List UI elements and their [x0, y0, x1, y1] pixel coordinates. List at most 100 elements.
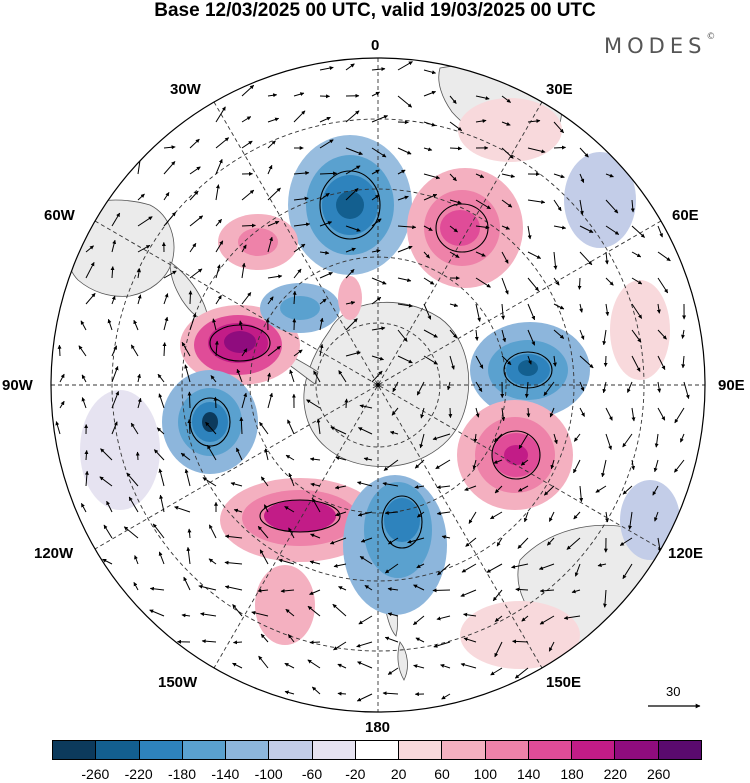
wind-vector — [356, 641, 373, 648]
wind-vector — [202, 477, 217, 487]
wind-vector — [527, 119, 541, 124]
wind-vector — [210, 375, 217, 383]
wind-vector — [446, 381, 451, 391]
wind-vector — [334, 485, 347, 490]
wind-vector — [397, 195, 409, 201]
wind-vector — [258, 655, 269, 669]
wind-vector — [527, 147, 546, 154]
wind-vector — [579, 199, 584, 215]
wind-vector — [371, 91, 380, 97]
wind-vector — [241, 84, 255, 97]
wind-vector — [201, 639, 217, 644]
wind-vector — [163, 161, 176, 175]
wind-vector — [371, 249, 381, 254]
wind-vector — [527, 303, 536, 321]
wind-vector — [85, 261, 95, 279]
wind-vector — [309, 640, 321, 645]
wind-vector — [553, 277, 560, 286]
wind-vector — [80, 320, 87, 331]
colorbar-tick-label: -220 — [124, 766, 153, 782]
wind-vector — [490, 667, 503, 676]
wind-vector — [475, 303, 481, 322]
colorbar-segment — [139, 741, 183, 759]
wind-vector — [468, 511, 477, 524]
wind-vector — [85, 245, 94, 253]
wind-vector — [474, 329, 479, 341]
wind-vector — [371, 67, 386, 72]
wind-vector — [163, 270, 177, 279]
wind-vector — [215, 264, 221, 279]
wind-vector — [267, 187, 281, 201]
wind-vector — [472, 459, 477, 470]
wind-vector — [573, 433, 581, 442]
wind-vector — [319, 317, 324, 331]
wind-vector — [232, 604, 243, 617]
wind-vector — [174, 506, 191, 513]
wind-vector — [335, 456, 347, 461]
wind-vector — [441, 535, 451, 540]
wind-vector — [241, 140, 253, 149]
wind-vector — [571, 589, 581, 594]
wind-vector — [475, 407, 480, 418]
wind-vector — [501, 329, 507, 343]
wind-vector — [319, 66, 334, 71]
wind-vector — [137, 268, 141, 279]
wind-vector — [309, 560, 321, 565]
wind-vector — [215, 240, 224, 253]
colorbar-tick-label: 20 — [390, 766, 407, 782]
wind-vector — [423, 147, 433, 152]
wind-vector — [420, 407, 425, 419]
wind-vector — [656, 303, 661, 314]
wind-vector — [257, 588, 269, 593]
wind-vector — [501, 199, 513, 208]
wind-vector — [449, 251, 460, 259]
wind-vector — [345, 165, 361, 175]
wind-vector — [313, 370, 321, 383]
wind-vector — [338, 370, 347, 383]
wind-vector — [319, 192, 330, 201]
wind-vector — [493, 459, 503, 464]
wind-vector — [416, 381, 425, 396]
wind-vector — [78, 345, 87, 357]
colorbar-segment — [226, 741, 270, 759]
colorbar — [52, 740, 702, 760]
wind-vector — [475, 173, 485, 178]
wind-vector — [619, 537, 633, 546]
wind-vector — [392, 381, 399, 393]
wind-vector — [680, 433, 685, 443]
wind-vector — [494, 641, 503, 658]
wind-vector — [423, 173, 441, 180]
wind-vector — [319, 272, 333, 279]
wind-vector — [111, 239, 117, 253]
wind-vector — [539, 588, 555, 593]
wind-vector — [236, 368, 243, 383]
wind-vector — [460, 662, 477, 669]
wind-vector — [189, 190, 199, 201]
wind-vector — [461, 563, 477, 573]
wind-vector — [264, 448, 269, 461]
wind-vector — [415, 637, 425, 643]
wind-vector — [423, 251, 430, 259]
wind-vector — [345, 268, 355, 279]
lon-label-90e: 90E — [718, 377, 745, 394]
wind-vector — [543, 485, 555, 496]
wind-vector — [449, 173, 457, 182]
wind-vector — [553, 303, 565, 310]
wind-vector — [345, 318, 358, 331]
wind-vector — [423, 90, 436, 97]
wind-vector — [357, 481, 373, 487]
wind-vector — [81, 374, 87, 383]
lon-label-30w: 30W — [170, 81, 201, 98]
wind-vector — [681, 329, 686, 339]
wind-vector — [631, 459, 636, 471]
wind-vector — [397, 169, 406, 175]
wind-vector — [549, 407, 555, 418]
wind-vector — [681, 355, 686, 369]
wind-vector — [149, 586, 165, 591]
wind-vector — [236, 447, 243, 461]
wind-vector — [189, 313, 197, 331]
wind-vector — [527, 251, 542, 259]
wind-vector — [631, 251, 642, 258]
wind-vector — [241, 348, 248, 357]
lon-label-30e: 30E — [546, 81, 573, 98]
